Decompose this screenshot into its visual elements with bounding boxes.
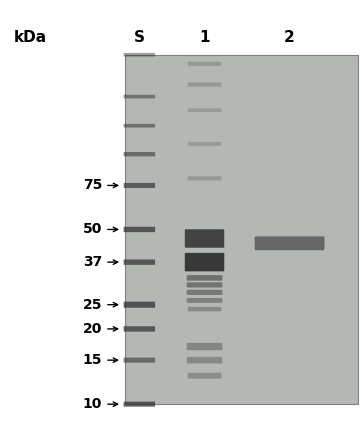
Text: 75: 75	[83, 179, 102, 192]
FancyBboxPatch shape	[188, 176, 222, 181]
FancyBboxPatch shape	[124, 326, 155, 332]
Text: 25: 25	[83, 298, 102, 312]
FancyBboxPatch shape	[124, 95, 155, 99]
Text: kDa: kDa	[14, 30, 47, 45]
Text: 37: 37	[83, 255, 102, 269]
FancyBboxPatch shape	[124, 402, 155, 407]
FancyBboxPatch shape	[124, 259, 155, 265]
FancyBboxPatch shape	[188, 108, 222, 112]
FancyBboxPatch shape	[124, 124, 155, 128]
FancyBboxPatch shape	[124, 183, 155, 188]
FancyBboxPatch shape	[124, 302, 155, 308]
FancyBboxPatch shape	[187, 343, 222, 350]
FancyBboxPatch shape	[188, 307, 222, 312]
FancyBboxPatch shape	[187, 290, 222, 295]
FancyBboxPatch shape	[185, 229, 224, 248]
Text: 15: 15	[83, 353, 102, 367]
Bar	[125, 55, 358, 404]
FancyBboxPatch shape	[124, 357, 155, 362]
Text: S: S	[134, 30, 145, 45]
FancyBboxPatch shape	[124, 152, 155, 156]
FancyBboxPatch shape	[188, 142, 222, 146]
Text: 10: 10	[83, 397, 102, 411]
FancyBboxPatch shape	[185, 253, 224, 272]
FancyBboxPatch shape	[187, 298, 222, 303]
FancyBboxPatch shape	[188, 373, 222, 378]
FancyBboxPatch shape	[124, 227, 155, 232]
Text: 1: 1	[199, 30, 210, 45]
FancyBboxPatch shape	[187, 282, 222, 288]
FancyBboxPatch shape	[188, 83, 222, 87]
Text: 50: 50	[83, 222, 102, 237]
Text: 2: 2	[284, 30, 295, 45]
Text: 20: 20	[83, 322, 102, 336]
FancyBboxPatch shape	[187, 275, 222, 281]
FancyBboxPatch shape	[124, 53, 155, 56]
FancyBboxPatch shape	[255, 237, 324, 250]
FancyBboxPatch shape	[188, 62, 222, 66]
FancyBboxPatch shape	[187, 357, 222, 363]
